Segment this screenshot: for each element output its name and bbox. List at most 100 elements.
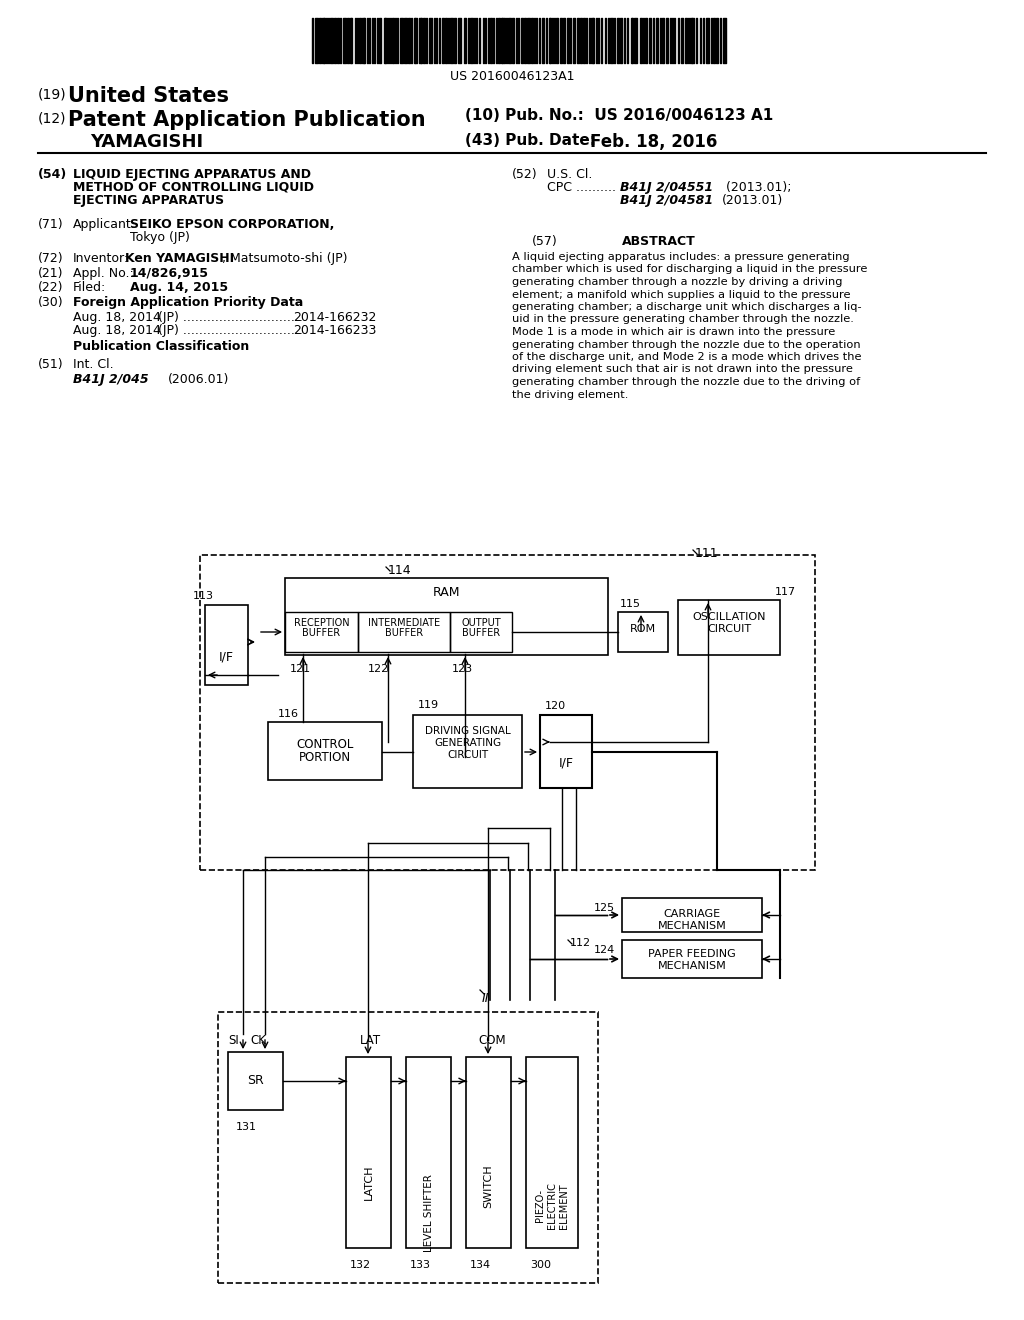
Text: DRIVING SIGNAL: DRIVING SIGNAL xyxy=(425,726,510,737)
Bar xyxy=(205,605,248,685)
Bar xyxy=(406,1057,451,1247)
Text: (22): (22) xyxy=(38,281,63,294)
Text: OSCILLATION: OSCILLATION xyxy=(692,612,766,622)
Text: METHOD OF CONTROLLING LIQUID: METHOD OF CONTROLLING LIQUID xyxy=(73,181,314,194)
Text: ABSTRACT: ABSTRACT xyxy=(622,235,695,248)
Text: ROM: ROM xyxy=(630,624,656,634)
Text: generating chamber through the nozzle due to the operation: generating chamber through the nozzle du… xyxy=(512,339,860,350)
Text: (57): (57) xyxy=(532,235,558,248)
Text: MECHANISM: MECHANISM xyxy=(657,921,726,931)
Text: SEIKO EPSON CORPORATION,: SEIKO EPSON CORPORATION, xyxy=(130,218,335,231)
Text: CK: CK xyxy=(250,1034,266,1047)
Text: 122: 122 xyxy=(368,664,389,675)
Text: RECEPTION: RECEPTION xyxy=(294,618,349,628)
Text: 111: 111 xyxy=(695,546,719,560)
Text: B41J 2/04551: B41J 2/04551 xyxy=(620,181,713,194)
Text: the driving element.: the driving element. xyxy=(512,389,629,400)
Text: 134: 134 xyxy=(470,1261,492,1270)
Text: Foreign Application Priority Data: Foreign Application Priority Data xyxy=(73,296,303,309)
Text: (52): (52) xyxy=(512,168,538,181)
Text: COM: COM xyxy=(478,1034,506,1047)
Text: 120: 120 xyxy=(545,701,566,711)
Bar xyxy=(526,1057,578,1247)
Text: Mode 1 is a mode in which air is drawn into the pressure: Mode 1 is a mode in which air is drawn i… xyxy=(512,327,836,337)
Text: CARRIAGE: CARRIAGE xyxy=(664,909,721,919)
Text: PAPER FEEDING: PAPER FEEDING xyxy=(648,949,736,960)
Text: element; a manifold which supplies a liquid to the pressure: element; a manifold which supplies a liq… xyxy=(512,289,851,300)
Text: YAMAGISHI: YAMAGISHI xyxy=(90,133,203,150)
Text: (51): (51) xyxy=(38,358,63,371)
Text: Aug. 18, 2014: Aug. 18, 2014 xyxy=(73,323,161,337)
Text: BUFFER: BUFFER xyxy=(462,628,500,638)
Text: II: II xyxy=(482,993,489,1005)
Text: LATCH: LATCH xyxy=(364,1164,374,1200)
Text: (71): (71) xyxy=(38,218,63,231)
Text: 14/826,915: 14/826,915 xyxy=(130,267,209,280)
Text: 117: 117 xyxy=(775,587,796,597)
Text: LIQUID EJECTING APPARATUS AND: LIQUID EJECTING APPARATUS AND xyxy=(73,168,311,181)
Text: BUFFER: BUFFER xyxy=(385,628,423,638)
Text: PIEZO-
ELECTRIC
ELEMENT: PIEZO- ELECTRIC ELEMENT xyxy=(536,1183,568,1229)
Text: 2014-166232: 2014-166232 xyxy=(293,312,377,323)
Text: 121: 121 xyxy=(290,664,311,675)
Text: A liquid ejecting apparatus includes: a pressure generating: A liquid ejecting apparatus includes: a … xyxy=(512,252,850,261)
Text: (12): (12) xyxy=(38,112,67,125)
Bar xyxy=(466,1057,511,1247)
Text: (10) Pub. No.:  US 2016/0046123 A1: (10) Pub. No.: US 2016/0046123 A1 xyxy=(465,108,773,123)
Text: B41J 2/045: B41J 2/045 xyxy=(73,374,148,385)
Text: LEVEL SHIFTER: LEVEL SHIFTER xyxy=(424,1175,433,1253)
Text: generating chamber; a discharge unit which discharges a liq-: generating chamber; a discharge unit whi… xyxy=(512,302,861,312)
Text: Aug. 14, 2015: Aug. 14, 2015 xyxy=(130,281,228,294)
Text: CIRCUIT: CIRCUIT xyxy=(446,750,488,760)
Bar xyxy=(218,1012,598,1283)
Text: SWITCH: SWITCH xyxy=(483,1164,494,1208)
Text: Appl. No.:: Appl. No.: xyxy=(73,267,134,280)
Text: MECHANISM: MECHANISM xyxy=(657,961,726,972)
Text: driving element such that air is not drawn into the pressure: driving element such that air is not dra… xyxy=(512,364,853,375)
Text: Inventor:: Inventor: xyxy=(73,252,129,265)
Text: LAT: LAT xyxy=(360,1034,381,1047)
Text: 133: 133 xyxy=(410,1261,431,1270)
Text: OUTPUT: OUTPUT xyxy=(461,618,501,628)
Text: Tokyo (JP): Tokyo (JP) xyxy=(130,231,189,244)
Text: 124: 124 xyxy=(594,945,615,954)
Text: generating chamber through the nozzle due to the driving of: generating chamber through the nozzle du… xyxy=(512,378,860,387)
Text: Patent Application Publication: Patent Application Publication xyxy=(68,110,426,129)
Text: Int. Cl.: Int. Cl. xyxy=(73,358,114,371)
Text: Publication Classification: Publication Classification xyxy=(73,341,249,352)
Text: Ken YAMAGISHI: Ken YAMAGISHI xyxy=(125,252,234,265)
Text: (JP) ..............................: (JP) .............................. xyxy=(158,312,303,323)
Text: SI: SI xyxy=(228,1034,239,1047)
Text: 300: 300 xyxy=(530,1261,551,1270)
Text: generating chamber through a nozzle by driving a driving: generating chamber through a nozzle by d… xyxy=(512,277,843,286)
Text: 125: 125 xyxy=(594,903,615,913)
Text: United States: United States xyxy=(68,86,229,106)
Text: (21): (21) xyxy=(38,267,63,280)
Bar xyxy=(268,722,382,780)
Bar xyxy=(285,612,358,652)
Text: B41J 2/04581: B41J 2/04581 xyxy=(620,194,713,207)
Text: 123: 123 xyxy=(452,664,473,675)
Text: I/F: I/F xyxy=(558,756,573,770)
Text: CIRCUIT: CIRCUIT xyxy=(707,624,751,634)
Bar xyxy=(358,612,450,652)
Bar xyxy=(413,715,522,788)
Text: 113: 113 xyxy=(193,591,214,601)
Text: INTERMEDIATE: INTERMEDIATE xyxy=(368,618,440,628)
Text: (19): (19) xyxy=(38,88,67,102)
Text: SR: SR xyxy=(247,1074,264,1086)
Text: (JP) ..............................: (JP) .............................. xyxy=(158,323,303,337)
Bar xyxy=(285,578,608,655)
Text: (30): (30) xyxy=(38,296,63,309)
Bar xyxy=(200,554,815,870)
Text: BUFFER: BUFFER xyxy=(302,628,341,638)
Bar xyxy=(618,612,668,652)
Text: chamber which is used for discharging a liquid in the pressure: chamber which is used for discharging a … xyxy=(512,264,867,275)
Text: US 20160046123A1: US 20160046123A1 xyxy=(450,70,574,83)
Text: 112: 112 xyxy=(570,939,591,948)
Text: 114: 114 xyxy=(388,564,412,577)
Text: 131: 131 xyxy=(236,1122,257,1133)
Text: (2006.01): (2006.01) xyxy=(168,374,229,385)
Text: (43) Pub. Date:: (43) Pub. Date: xyxy=(465,133,596,148)
Text: CONTROL: CONTROL xyxy=(296,738,353,751)
